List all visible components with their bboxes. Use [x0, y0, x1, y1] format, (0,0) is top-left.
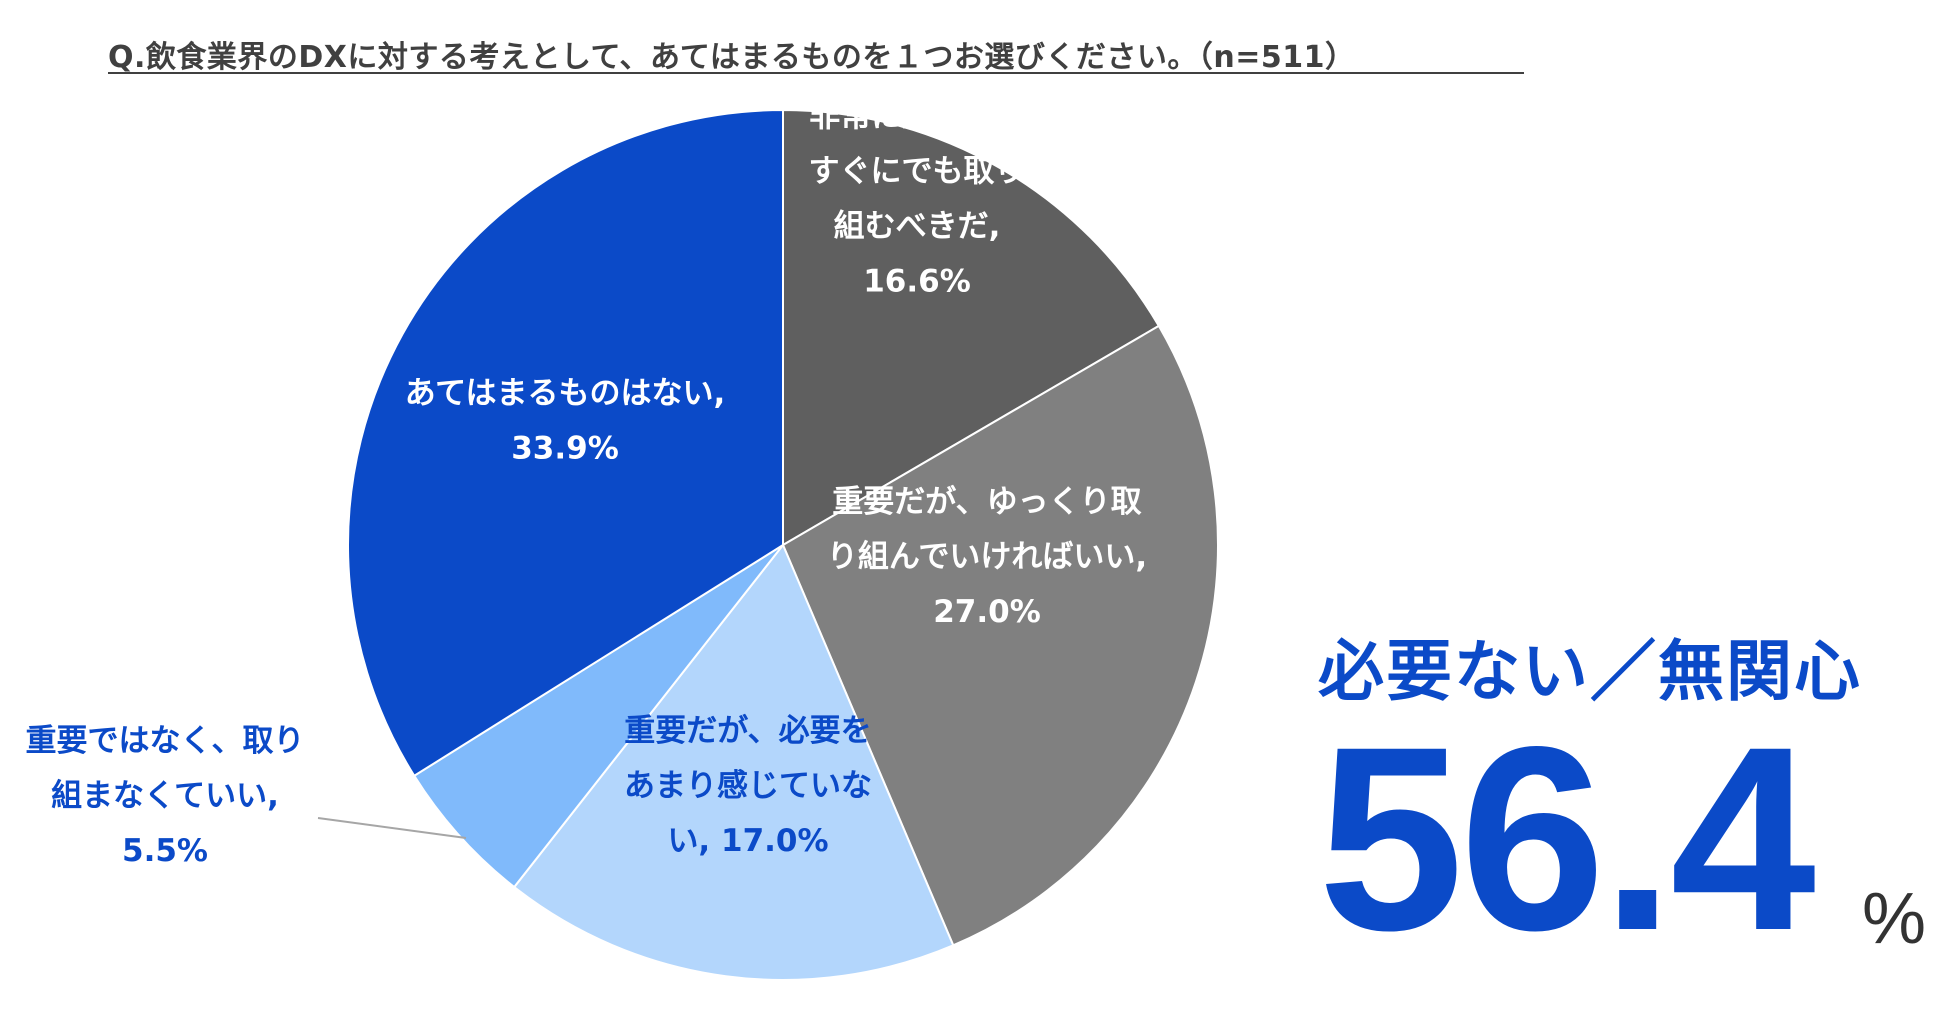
slice-label-line: あてはまるものはない, — [405, 376, 726, 412]
slice-label-line: り組んでいければいい, — [827, 539, 1147, 575]
slice-label-line: 16.6% — [863, 264, 971, 300]
slice-label-line: すぐにでも取り — [809, 154, 1026, 190]
callout-unit: % — [1862, 879, 1927, 959]
slice-label-line: 重要だが、ゆっくり取 — [832, 484, 1141, 520]
slice-label-line: 重要だが、必要を — [624, 713, 871, 749]
slice-label-5: あてはまるものはない, 33.9% — [405, 376, 726, 467]
pie-slice-2 — [781, 324, 1219, 947]
pie-slice-1 — [782, 108, 1161, 547]
slice-label-line: 組まなくていい, — [51, 778, 279, 814]
slice-label-line: 組むべきだ, — [834, 209, 1001, 245]
slice-label-1: 非常に重要で、すぐにでも取り組むべきだ, 16.6% — [809, 99, 1026, 300]
slice-label-line: 非常に重要で、 — [809, 99, 1025, 135]
chart-title: Q.飲食業界のDXに対する考えとして、あてはまるものを１つお選びください。（n=… — [108, 40, 1356, 75]
pie-slice-4 — [412, 544, 784, 889]
slice-label-4: 重要ではなく、取り組まなくていい, 5.5% — [26, 723, 305, 869]
slice-label-line: 33.9% — [511, 431, 619, 467]
slice-label-3: 重要だが、必要をあまり感じていない, 17.0% — [624, 713, 872, 859]
leader-line-4 — [317, 817, 467, 839]
slice-label-line: あまり感じていな — [624, 768, 872, 804]
slice-label-line: 27.0% — [933, 594, 1041, 630]
pie-slice-5 — [347, 108, 784, 778]
slice-label-line: 5.5% — [122, 833, 208, 869]
title-underline — [108, 72, 1524, 74]
pie-slice-3 — [512, 543, 955, 981]
callout-value: 56.4 — [1318, 692, 1816, 985]
slice-label-2: 重要だが、ゆっくり取り組んでいければいい, 27.0% — [827, 484, 1147, 630]
slice-label-line: い, 17.0% — [667, 823, 828, 859]
slice-label-line: 重要ではなく、取り — [26, 723, 305, 759]
callout-heading: 必要ない／無関心 — [1318, 633, 1862, 710]
